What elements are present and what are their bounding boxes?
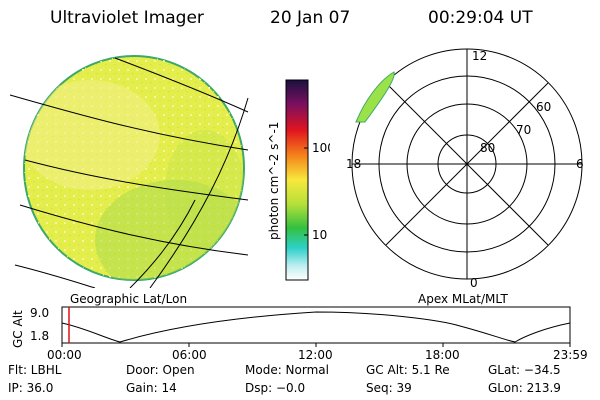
alt-tick-1-8: 1.8 [30, 329, 49, 343]
mlt-label-18: 18 [346, 157, 361, 171]
x-tick-1200: 12:00 [298, 348, 333, 362]
colorbar: 100 10 photon cm^-2 s^-1 [267, 79, 330, 281]
status-glat: GLat: −34.5 [488, 363, 561, 377]
ring-label-70: 70 [516, 123, 531, 137]
colorbar-gradient [285, 79, 309, 281]
mlt-label-0: 0 [470, 276, 478, 290]
status-seq: Seq: 39 [366, 381, 412, 395]
alt-tick-9: 9.0 [30, 306, 49, 320]
mlt-label-12: 12 [472, 49, 487, 63]
grid-latitude-line [24, 159, 249, 201]
status-gc-alt: GC Alt: 5.1 Re [366, 363, 450, 377]
auroral-arc [355, 71, 395, 123]
geographic-label: Geographic Lat/Lon [70, 292, 187, 306]
grid-longitude-line [149, 97, 249, 288]
x-tick-1800: 18:00 [425, 348, 460, 362]
status-ip: IP: 36.0 [8, 381, 54, 395]
polar-plot: 12 18 6 0 60 70 80 [346, 48, 584, 290]
x-tick-2359: 23:59 [553, 348, 588, 362]
grid-latitude-line [114, 57, 249, 113]
altitude-curve [61, 311, 571, 343]
status-mode: Mode: Normal [245, 363, 329, 377]
colorbar-unit-label: photon cm^-2 s^-1 [267, 122, 281, 240]
grid-latitude-line [14, 264, 96, 288]
time-label: 00:29:04 UT [428, 8, 533, 28]
altitude-panel: Geographic Lat/Lon Apex MLat/MLT GC Alt … [11, 292, 588, 362]
status-glon: GLon: 213.9 [488, 381, 561, 395]
status-gain: Gain: 14 [126, 381, 177, 395]
grid-latitude-line [9, 94, 249, 151]
ring-label-60: 60 [536, 100, 551, 114]
status-dsp: Dsp: −0.0 [245, 381, 306, 395]
ring-label-80: 80 [480, 141, 495, 155]
grid-longitude-line [129, 199, 196, 288]
colorbar-tick-10: 10 [312, 228, 327, 242]
app-title: Ultraviolet Imager [50, 8, 204, 28]
apex-label: Apex MLat/MLT [418, 292, 508, 306]
status-door: Door: Open [126, 363, 195, 377]
mlt-label-6: 6 [576, 157, 584, 171]
x-tick-0600: 06:00 [172, 348, 207, 362]
earth-image [9, 55, 249, 288]
grid-latitude-line [19, 204, 249, 256]
alt-axis-label: GC Alt [11, 310, 25, 348]
date-label: 20 Jan 07 [270, 8, 351, 28]
x-tick-0000: 00:00 [47, 348, 82, 362]
colorbar-tick-100: 100 [312, 141, 330, 155]
status-flt: Flt: LBHL [8, 363, 62, 377]
